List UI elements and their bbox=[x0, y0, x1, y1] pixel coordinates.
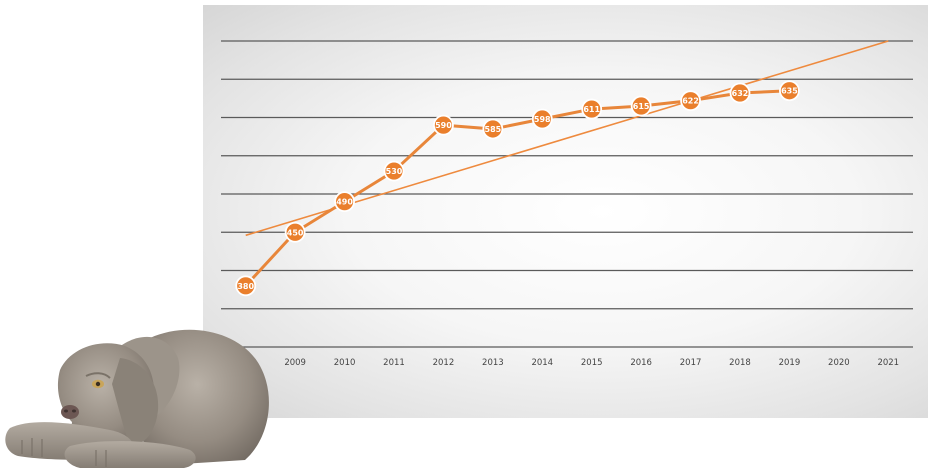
data-point bbox=[383, 160, 405, 182]
data-point bbox=[630, 95, 652, 117]
data-label: 632 bbox=[732, 89, 749, 98]
weimaraner-dog-lying-icon bbox=[5, 329, 269, 468]
data-label: 380 bbox=[237, 282, 254, 291]
data-label: 530 bbox=[386, 167, 403, 176]
data-label: 590 bbox=[435, 121, 452, 130]
data-point bbox=[235, 275, 257, 297]
x-tick-label: 2016 bbox=[630, 358, 652, 368]
x-tick-label: 2021 bbox=[877, 358, 899, 368]
x-tick-label: 2010 bbox=[334, 358, 356, 368]
series-line bbox=[244, 89, 790, 287]
data-point bbox=[284, 221, 306, 243]
gridlines bbox=[221, 40, 913, 348]
data-point bbox=[729, 82, 751, 104]
data-point bbox=[779, 80, 800, 102]
x-axis-ticks: 2008200920102011201220132014201520162017… bbox=[235, 358, 899, 368]
x-tick-label: 2013 bbox=[482, 358, 504, 368]
data-point bbox=[581, 98, 603, 120]
data-label: 615 bbox=[633, 102, 650, 111]
x-tick-label: 2014 bbox=[531, 358, 553, 368]
x-tick-label: 2015 bbox=[581, 358, 603, 368]
data-label: 490 bbox=[336, 198, 353, 207]
x-tick-label: 2018 bbox=[729, 358, 751, 368]
line-chart: 380 450 490 530 590 585 598 611 615 622 632 635 200… bbox=[221, 40, 913, 368]
chart-panel: 380 450 490 530 590 585 598 611 615 622 632 635 200… bbox=[203, 5, 928, 418]
x-tick-label: 2019 bbox=[779, 358, 801, 368]
data-label: 450 bbox=[287, 228, 304, 237]
x-tick-label: 2012 bbox=[433, 358, 455, 368]
x-tick-label: 2011 bbox=[383, 358, 405, 368]
x-tick-label: 2020 bbox=[828, 358, 850, 368]
data-point bbox=[433, 114, 454, 136]
data-label: 585 bbox=[485, 125, 502, 134]
x-tick-label: 2017 bbox=[680, 358, 702, 368]
data-point bbox=[680, 90, 701, 112]
data-label: 611 bbox=[583, 105, 600, 114]
data-label: 635 bbox=[781, 87, 798, 96]
data-point bbox=[334, 191, 355, 213]
data-point bbox=[482, 118, 504, 140]
series-group bbox=[244, 89, 790, 287]
markers-group: 380 450 490 530 590 585 598 611 615 622 632 635 bbox=[235, 80, 800, 297]
data-point bbox=[531, 108, 553, 130]
data-label: 622 bbox=[682, 97, 699, 106]
x-tick-label: 2009 bbox=[284, 358, 306, 368]
data-label: 598 bbox=[534, 115, 551, 124]
